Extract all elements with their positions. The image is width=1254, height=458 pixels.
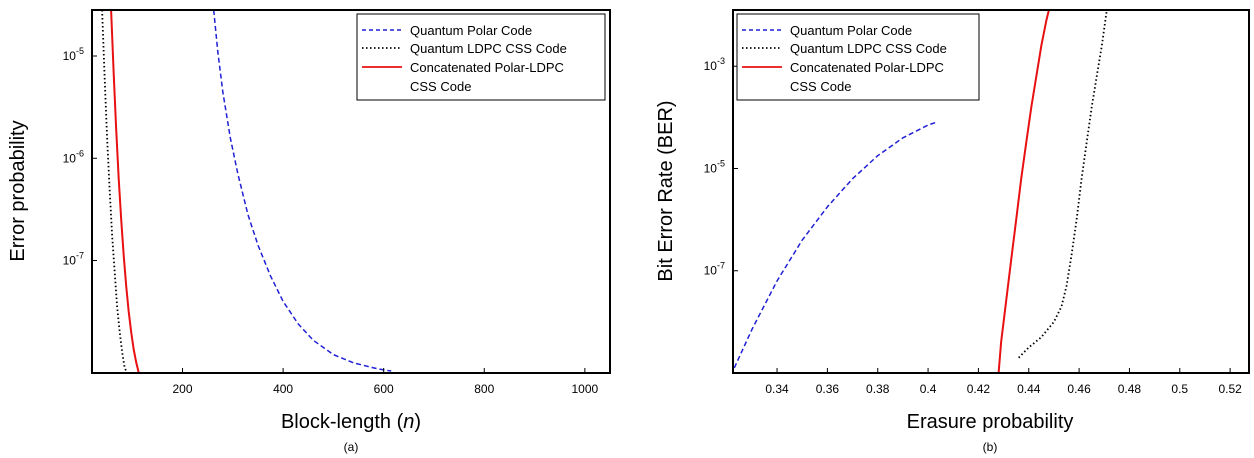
chart-b-series-line-2: [997, 10, 1050, 373]
chart-b-legend-label-polar: Quantum Polar Code: [790, 23, 912, 38]
chart-b-x-tick-label: 0.4: [920, 382, 937, 396]
chart-a-plot-frame: [91, 9, 611, 374]
chart-a-y-tick-label: 10-5: [63, 46, 84, 63]
chart-a-series-layer: [101, 10, 392, 373]
chart-b-x-tick-label: 0.48: [1118, 382, 1142, 396]
chart-b-y-tick-label: 10-5: [704, 158, 725, 175]
chart-b-y-ticks: 10-3 10-5 10-7: [704, 56, 738, 278]
chart-b-plot-frame: [732, 9, 1250, 374]
chart-b: 0.34 0.36 0.38 0.4 0.42 0.44 0.46 0.48 0.5 0.52 1…: [655, 9, 1250, 454]
chart-a-y-axis-label: Error probability: [7, 120, 29, 261]
chart-a-y-tick-label: 10-7: [63, 251, 84, 268]
chart-a-series-line-0: [212, 10, 392, 372]
chart-a-x-tick-label: 800: [474, 382, 494, 396]
chart-b-y-axis-label: Bit Error Rate (BER): [655, 100, 677, 281]
chart-a-x-tick-label: 600: [374, 382, 394, 396]
chart-b-x-tick-label: 0.52: [1218, 382, 1242, 396]
chart-b-x-ticks: 0.34 0.36 0.38 0.4 0.42 0.44 0.46 0.48 0.5 0.52: [765, 368, 1242, 396]
chart-a-x-tick-label: 200: [173, 382, 193, 396]
chart-b-x-tick-label: 0.44: [1017, 382, 1041, 396]
chart-a-x-ticks: 200 400 600 800 1000: [173, 368, 599, 396]
chart-a-x-tick-label: 400: [273, 382, 293, 396]
chart-a-legend-label-concat-2: CSS Code: [410, 79, 471, 94]
chart-a: 200 400 600 800 1000 10-5 10-6 10-7 Block-leng…: [7, 9, 611, 454]
chart-b-x-tick-label: 0.42: [967, 382, 991, 396]
chart-a-legend-label-ldpc: Quantum LDPC CSS Code: [410, 41, 567, 56]
chart-b-legend-box: [736, 13, 980, 101]
chart-a-series-line-1: [101, 10, 129, 373]
chart-a-legend: Quantum Polar Code Quantum LDPC CSS Code…: [356, 13, 606, 101]
chart-b-x-axis-label: Erasure probability: [907, 411, 1074, 433]
chart-a-legend-label-concat-1: Concatenated Polar-LDPC: [410, 60, 564, 75]
chart-b-x-tick-label: 0.46: [1067, 382, 1091, 396]
chart-a-y-tick-label: 10-6: [63, 148, 84, 165]
chart-b-series-line-1: [1018, 10, 1108, 359]
chart-b-legend-label-concat-2: CSS Code: [790, 79, 851, 94]
chart-a-legend-box: [356, 13, 606, 101]
chart-b-x-tick-label: 0.38: [866, 382, 890, 396]
chart-a-x-tick-label: 1000: [572, 382, 599, 396]
chart-b-x-tick-label: 0.34: [765, 382, 789, 396]
chart-a-caption: (a): [344, 440, 359, 454]
chart-b-y-tick-label: 10-7: [704, 261, 725, 278]
chart-b-series-layer: [733, 10, 1108, 373]
chart-a-series-line-2: [110, 10, 140, 373]
chart-b-x-tick-label: 0.36: [816, 382, 840, 396]
chart-b-legend-label-ldpc: Quantum LDPC CSS Code: [790, 41, 947, 56]
chart-a-x-axis-label: Block-length (n): [281, 411, 421, 433]
chart-b-series-line-0: [733, 121, 936, 369]
chart-a-legend-label-polar: Quantum Polar Code: [410, 23, 532, 38]
chart-b-caption: (b): [983, 440, 998, 454]
chart-b-legend-label-concat-1: Concatenated Polar-LDPC: [790, 60, 944, 75]
chart-b-y-tick-label: 10-3: [704, 56, 725, 73]
chart-b-legend: Quantum Polar Code Quantum LDPC CSS Code…: [736, 13, 980, 101]
chart-a-y-ticks: 10-5 10-6 10-7: [63, 46, 97, 268]
chart-b-x-tick-label: 0.5: [1171, 382, 1188, 396]
